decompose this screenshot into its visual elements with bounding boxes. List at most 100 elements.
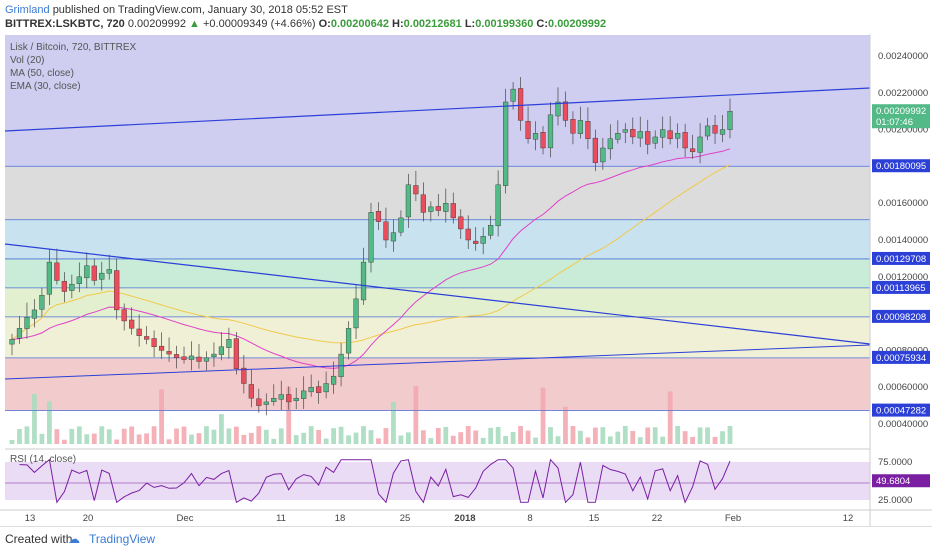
candle-body [465,228,471,241]
candle-body [301,390,307,399]
volume-bar [570,426,576,444]
legend-rsi: RSI (14, close) [10,454,76,465]
price-chart[interactable]: Lisk / Bitcoin, 720, BITTREX Vol (20) MA… [0,34,932,526]
volume-bar [443,426,449,444]
candle-body [345,328,352,354]
candle-body [555,101,561,117]
candle-body [697,136,703,153]
candle-body [682,132,688,149]
volume-bar [413,386,419,444]
time-axis[interactable]: 13 20 Dec 11 18 25 2018 8 15 22 Feb 12 [0,509,932,524]
rsi-tag-label: 49.6804 [876,476,910,487]
candle-body [525,121,531,139]
volume-bar [76,426,82,444]
candle-body [233,338,239,369]
fib-lines [5,165,870,412]
candle-body [226,339,232,348]
volume-bar [391,401,396,444]
volume-bar [465,426,471,444]
candle-body [99,272,105,280]
volume-bar [353,432,359,444]
time-tick-label: 11 [276,513,286,524]
volume-bar [368,430,374,444]
candle-body [547,114,554,149]
volume-bar [263,429,269,444]
candle-body [91,265,97,281]
volume-bar [630,431,636,444]
price-tag-label: 0.00180095 [876,161,926,172]
candle-body [450,203,456,219]
rsi-tag [872,474,930,488]
candle-body [151,338,157,347]
price-tag [872,403,930,417]
volume-bar [301,432,307,444]
time-tick-label: 2018 [454,513,475,524]
falling-trendline[interactable] [4,243,871,345]
candle-body [690,148,696,152]
rising-trendline[interactable] [4,87,871,132]
volume-bar [151,426,157,444]
volume-bar [69,428,75,444]
candle-body [652,136,658,144]
tradingview-link[interactable]: TradingView [89,532,156,546]
volume-bar [473,430,479,444]
volume-bar [495,427,501,444]
candle-body [61,280,67,292]
tradingview-logo-icon[interactable]: ☁ [68,532,80,546]
candle-body [188,355,195,360]
volume-bar [383,428,389,444]
volume-bar [32,394,37,444]
candle-body [121,309,127,322]
volume-bar [503,435,509,444]
volume-bar [91,433,97,444]
volume-bar [316,429,322,444]
price-tick-label: 0.00120000 [878,272,928,283]
author-link[interactable]: Grimland [5,4,50,16]
volume-bar [361,426,366,444]
volume-bar [667,391,673,444]
candle-body [503,101,509,186]
candle-body [106,269,112,274]
last-price: 0.00209992 [127,18,186,30]
price-tick-label: 0.00160000 [878,198,928,209]
volume-bar [211,429,217,444]
candle-body [495,184,501,227]
fib-band [5,316,870,358]
price-tag [872,159,930,173]
candle-body [24,317,30,329]
volume-bar [405,432,411,444]
volume-bar [637,437,643,444]
time-tick-label: 25 [400,513,411,524]
volume-bar [705,427,710,444]
candle-body [31,309,38,319]
volume-bar [398,435,404,444]
time-tick-label: Dec [177,513,194,524]
candle-body [353,298,359,329]
price-axis[interactable]: 0.00240000 0.00220000 0.00200000 0.00160000… [869,34,930,526]
volume-bar [99,426,105,444]
time-tick-label: 18 [335,513,346,524]
legend-ma: MA (50, close) [10,68,74,79]
rsi-tick-label: 75.0000 [878,457,912,468]
price-tag [872,115,930,129]
candle-body [84,265,90,279]
volume-bar [622,426,628,444]
candle-body [667,130,673,139]
candle-body [375,211,382,222]
candle-body [592,137,598,163]
price-tag-label: 0.00047282 [876,406,926,417]
volume-bar [159,389,164,444]
volume-bar [248,432,254,444]
open-label: O: [318,18,331,30]
volume-bar [682,431,688,444]
candle-body [46,261,52,295]
support-trendline[interactable] [4,344,871,380]
low-label: L: [464,18,476,30]
price-tick-label: 0.00040000 [878,419,928,430]
price-tag [872,104,930,118]
candle-body [443,202,449,212]
candle-body [286,394,292,403]
price-tick-label: 0.00240000 [878,51,928,62]
candle-body [166,351,172,355]
candle-body [248,384,254,399]
